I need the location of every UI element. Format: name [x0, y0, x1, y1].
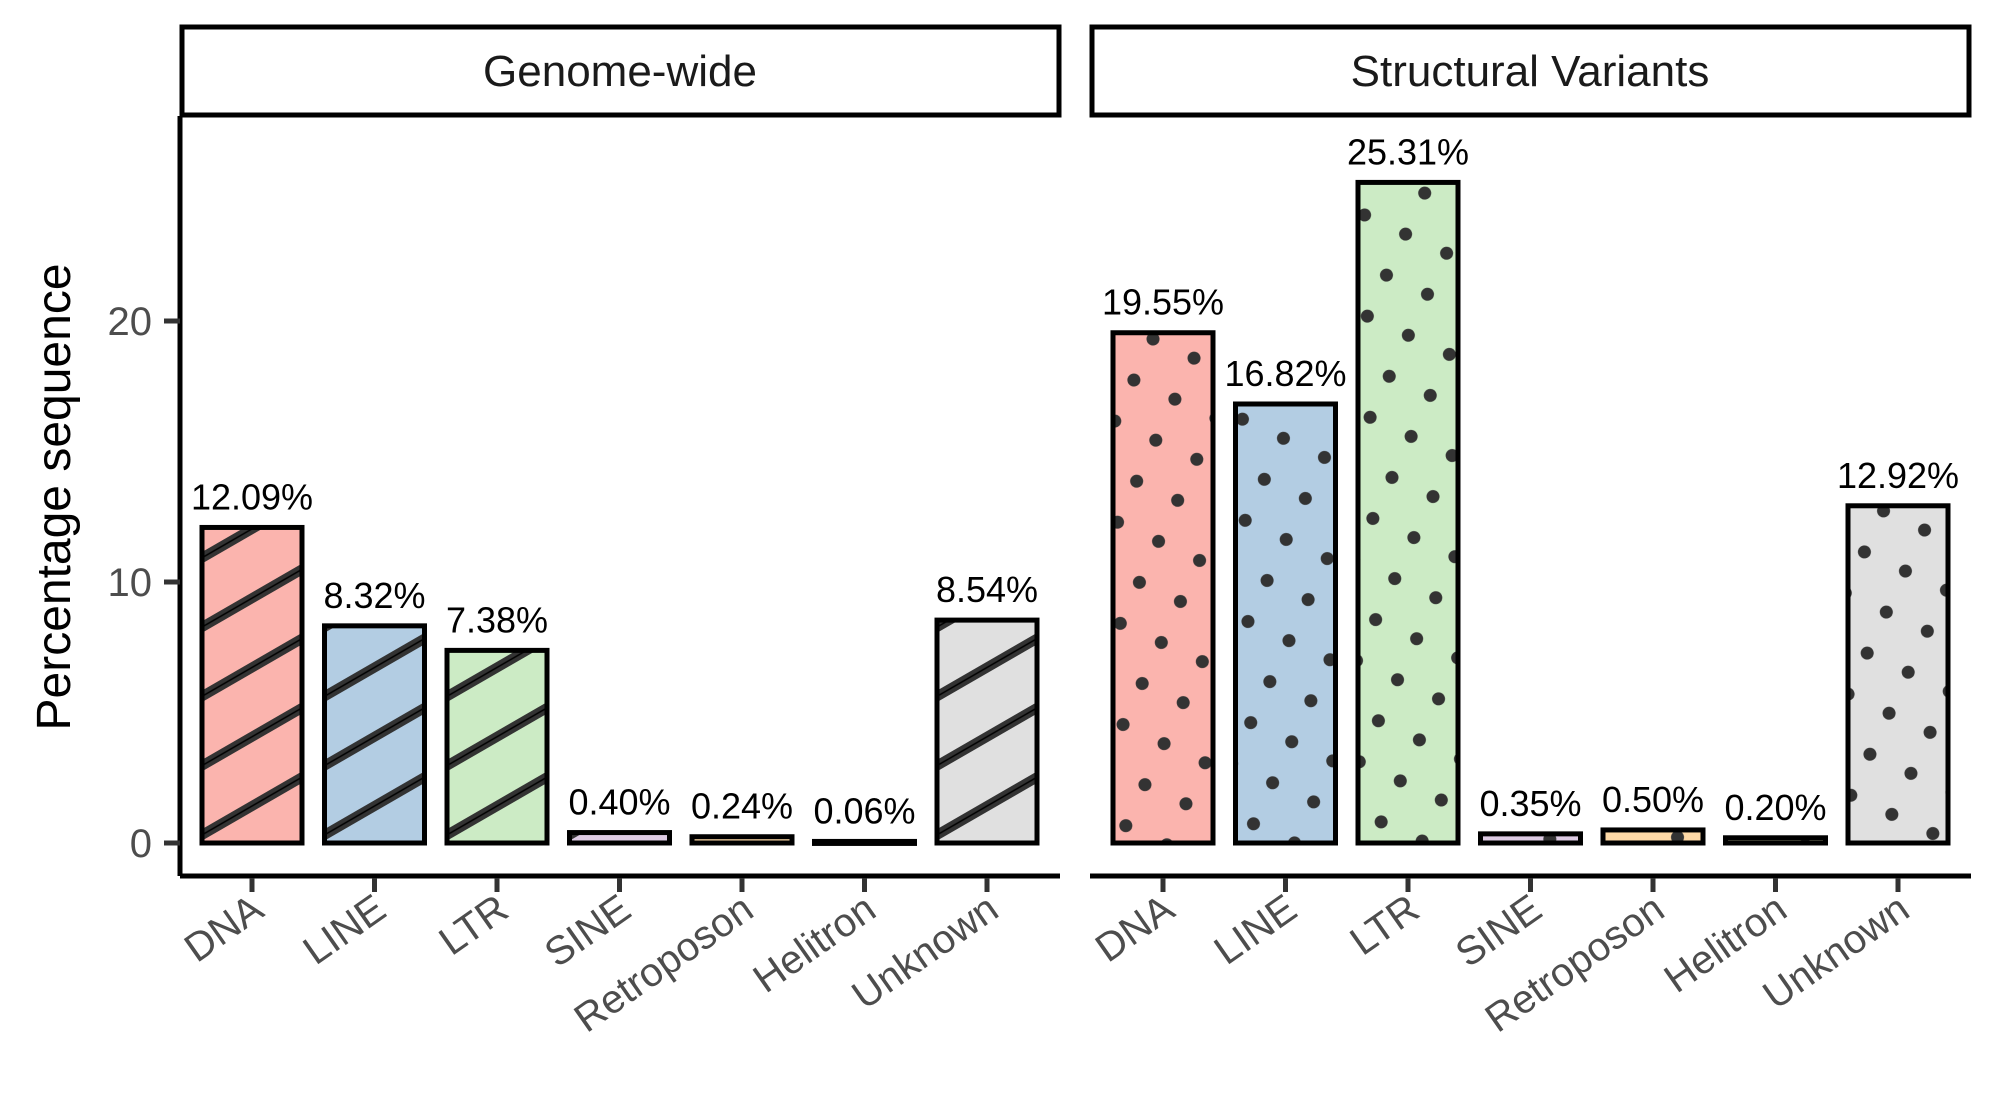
x-tick-label-sine: SINE	[537, 886, 639, 976]
strip-structural-variants: Structural Variants	[1089, 24, 1972, 118]
bar-ltr	[1355, 179, 1461, 846]
y-tick-label-0: 0	[130, 822, 152, 866]
data-label-line: 16.82%	[1224, 353, 1346, 394]
data-label-sine: 0.40%	[568, 782, 670, 823]
bar-line	[1233, 401, 1338, 846]
x-tick-label-ltr: LTR	[431, 886, 516, 964]
y-tick-label-20: 20	[108, 300, 153, 344]
panel-structural-variants: 19.55% DNA 16.82% LINE 25.31% LTR 0.35% SINE 0.5…	[1088, 131, 1971, 1041]
strip-box	[179, 24, 1062, 118]
bar-sine	[567, 830, 672, 846]
data-label-unknown: 8.54%	[936, 569, 1038, 610]
data-label-helitron: 0.06%	[813, 790, 915, 831]
x-tick-label-dna: DNA	[1088, 886, 1183, 971]
data-label-dna: 12.09%	[191, 476, 313, 517]
data-label-sine: 0.35%	[1479, 783, 1581, 824]
strip-genome-wide: Genome-wide	[179, 24, 1062, 118]
data-label-line: 8.32%	[323, 575, 425, 616]
data-label-helitron: 0.20%	[1724, 787, 1826, 828]
data-label-dna: 19.55%	[1102, 282, 1224, 323]
data-label-retroposon: 0.50%	[1602, 779, 1704, 820]
bar-unknown	[934, 617, 1040, 846]
bar-unknown	[1845, 503, 1951, 846]
data-label-retroposon: 0.24%	[691, 786, 793, 827]
bar-dna	[199, 524, 305, 846]
bar-line	[322, 623, 427, 846]
x-tick-label-line: LINE	[296, 886, 394, 973]
x-tick-label-dna: DNA	[177, 886, 272, 971]
bar-dna	[1110, 330, 1216, 846]
y-axis-title: Percentage sequence	[28, 263, 81, 730]
bar-ltr	[444, 647, 550, 846]
bar-helitron	[812, 838, 917, 846]
data-label-ltr: 25.31%	[1347, 131, 1469, 172]
strip-box	[1089, 24, 1972, 118]
strip-title: Structural Variants	[1351, 47, 1710, 96]
bar-retroposon	[689, 834, 795, 846]
x-tick-label-line: LINE	[1207, 886, 1305, 973]
strip-title: Genome-wide	[483, 47, 757, 96]
y-tick-label-10: 10	[108, 561, 153, 605]
data-label-ltr: 7.38%	[446, 599, 548, 640]
bar-sine	[1478, 831, 1583, 846]
data-label-unknown: 12.92%	[1837, 455, 1959, 496]
x-tick-label-sine: SINE	[1448, 886, 1550, 976]
y-axis: 0 10 20	[108, 116, 183, 876]
bar-helitron	[1723, 835, 1828, 846]
x-tick-label-ltr: LTR	[1342, 886, 1427, 964]
panel-genome-wide: 12.09% DNA 8.32% LINE 7.38% LTR 0.40% SINE 0.24%…	[177, 476, 1060, 1041]
bar-retroposon	[1600, 827, 1706, 846]
